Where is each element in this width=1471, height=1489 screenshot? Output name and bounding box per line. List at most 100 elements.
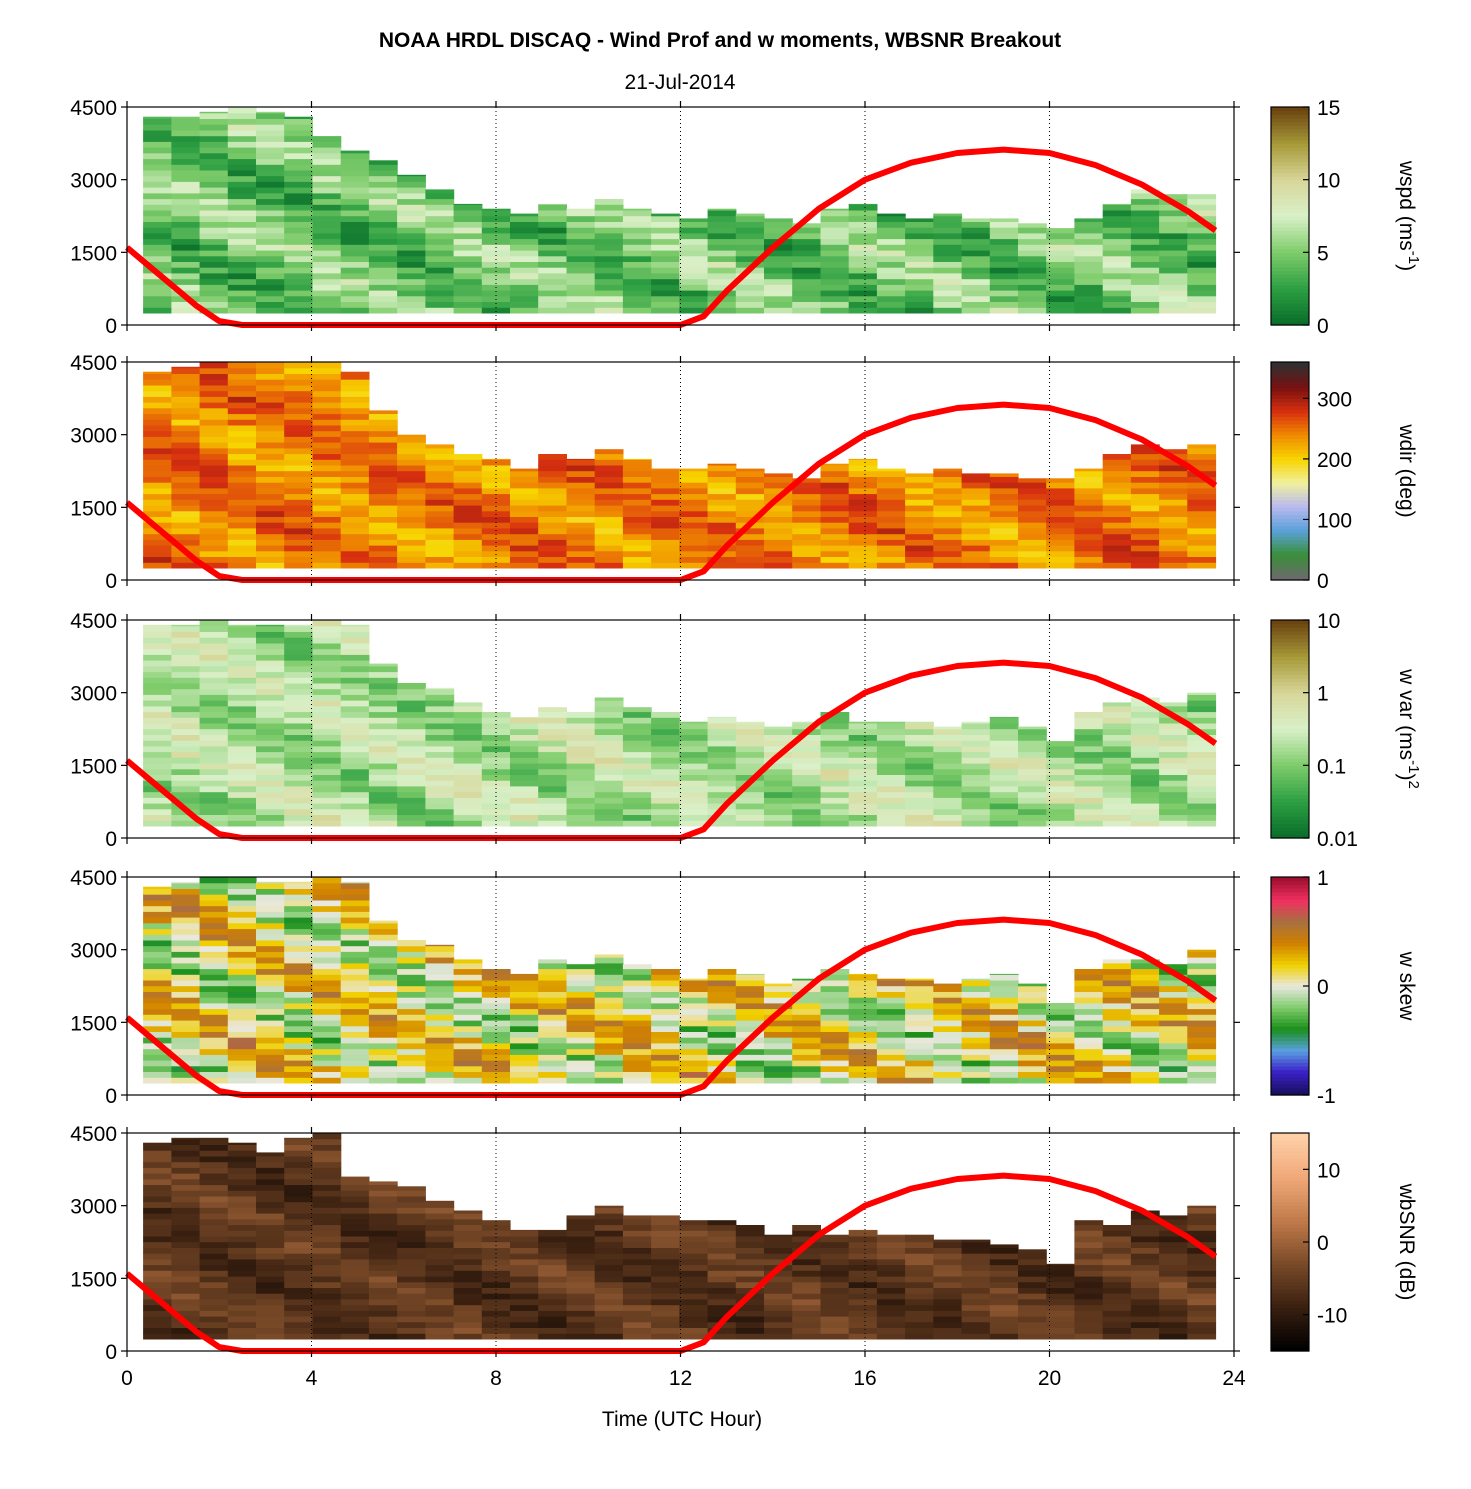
- heatmap-cell: [1187, 1247, 1217, 1254]
- heatmap-cell: [1130, 516, 1160, 523]
- heatmap-cell: [481, 712, 511, 718]
- heatmap-cell: [284, 261, 313, 268]
- heatmap-cell: [199, 1155, 229, 1163]
- heatmap-cell: [284, 911, 313, 918]
- heatmap-cell: [905, 797, 934, 804]
- heatmap-cell: [961, 721, 991, 724]
- heatmap-cell: [510, 1258, 539, 1266]
- heatmap-cell: [764, 482, 793, 489]
- heatmap-cell: [538, 979, 567, 987]
- heatmap-cell: [989, 1321, 1019, 1328]
- heatmap-cell: [143, 1167, 172, 1174]
- heatmap-cell: [143, 244, 172, 251]
- heatmap-cell: [227, 272, 257, 280]
- heatmap-cell: [876, 499, 906, 506]
- heatmap-cell: [1130, 768, 1160, 775]
- heatmap-cell: [1046, 545, 1075, 552]
- heatmap-cell: [538, 1276, 567, 1283]
- heatmap-cell: [622, 227, 652, 234]
- heatmap-cell: [1102, 1333, 1132, 1340]
- heatmap-cell: [199, 244, 229, 251]
- heatmap-cell: [199, 1144, 229, 1151]
- heatmap-cell: [1102, 527, 1132, 535]
- heatmap-cell: [622, 1020, 652, 1027]
- colorbar-frame: [1270, 106, 1310, 326]
- heatmap-cell: [1018, 1293, 1047, 1300]
- heatmap-cell: [171, 367, 201, 374]
- heatmap-cell: [764, 1316, 793, 1323]
- heatmap-cell: [340, 939, 370, 947]
- heatmap-cell: [227, 510, 257, 517]
- heatmap-cell: [764, 1247, 793, 1254]
- heatmap-cell: [312, 238, 342, 245]
- heatmap-cell: [989, 562, 1019, 569]
- heatmap-cell: [1102, 221, 1132, 228]
- heatmap-cell: [368, 1054, 398, 1061]
- heatmap-cell: [340, 284, 370, 291]
- heatmap-cell: [227, 1230, 257, 1237]
- heatmap-cell: [792, 505, 821, 512]
- heatmap-cell: [651, 969, 680, 975]
- colorbar-tick-label: -1: [1317, 1085, 1336, 1108]
- heatmap-cell: [651, 791, 680, 798]
- heatmap-cell: [622, 803, 652, 810]
- heatmap-cell: [425, 1316, 455, 1323]
- heatmap-cell: [425, 1241, 455, 1248]
- heatmap-cell: [735, 301, 765, 308]
- heatmap-cell: [397, 290, 426, 297]
- heatmap-cell: [143, 939, 172, 947]
- heatmap-cell: [1159, 556, 1188, 563]
- heatmap-cell: [453, 301, 483, 308]
- heatmap-cell: [820, 209, 850, 217]
- heatmap-cell: [312, 1224, 342, 1231]
- heatmap-cell: [594, 278, 624, 285]
- heatmap-cell: [171, 533, 201, 540]
- heatmap-cell: [566, 1253, 596, 1260]
- heatmap-cell: [566, 1293, 596, 1300]
- heatmap-cell: [1046, 478, 1075, 483]
- heatmap-cell: [312, 362, 342, 369]
- heatmap-cell: [1046, 1298, 1075, 1306]
- heatmap-cell: [199, 694, 229, 701]
- heatmap-cell: [566, 232, 596, 240]
- heatmap-cell: [171, 671, 201, 678]
- heatmap-cell: [199, 1333, 229, 1340]
- heatmap-cell: [1159, 1333, 1188, 1340]
- heatmap-cell: [368, 1235, 398, 1243]
- heatmap-cell: [171, 1167, 201, 1174]
- heatmap-cell: [256, 700, 285, 707]
- heatmap-cell: [1187, 803, 1217, 810]
- heatmap-cell: [368, 419, 398, 426]
- heatmap-cell: [143, 894, 172, 901]
- colorbar-swatch: [1271, 1209, 1309, 1214]
- colorbar-swatch: [1271, 714, 1309, 719]
- heatmap-cell: [848, 255, 878, 262]
- heatmap-cell: [651, 1298, 680, 1306]
- heatmap-cell: [227, 962, 257, 970]
- heatmap-cell: [1159, 464, 1188, 472]
- heatmap-cell: [594, 482, 624, 489]
- heatmap-cell: [566, 261, 596, 268]
- heatmap-cell: [453, 1071, 483, 1078]
- heatmap-cell: [143, 447, 172, 455]
- heatmap-cell: [199, 1048, 229, 1055]
- heatmap-cell: [961, 301, 991, 308]
- heatmap-cell: [792, 1048, 821, 1055]
- heatmap-cell: [143, 152, 172, 160]
- heatmap-cell: [340, 1184, 370, 1191]
- heatmap-cell: [256, 882, 285, 889]
- colorbar-swatch: [1271, 703, 1309, 708]
- heatmap-cell: [1074, 1304, 1104, 1311]
- heatmap-cell: [199, 763, 229, 770]
- heatmap-cell: [510, 997, 539, 1004]
- heatmap-cell: [707, 505, 737, 512]
- heatmap-cell: [764, 1321, 793, 1328]
- heatmap-cell: [989, 1071, 1019, 1078]
- colorbar-swatch: [1271, 154, 1309, 159]
- heatmap-cell: [876, 745, 906, 753]
- heatmap-cell: [792, 820, 821, 827]
- heatmap-cell: [933, 728, 963, 735]
- heatmap-cell: [1159, 991, 1188, 998]
